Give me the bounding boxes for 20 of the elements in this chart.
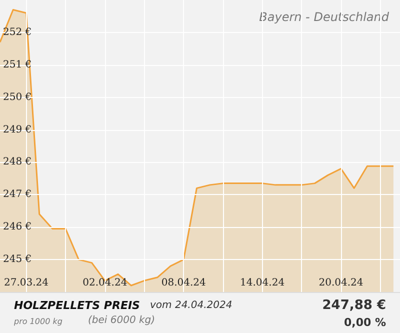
text: vom 24.04.2024: [150, 300, 232, 311]
x-tick-label: 27.03.24: [4, 278, 48, 288]
x-tick-label: 20.04.24: [318, 278, 364, 288]
text: pro 1000 kg: [14, 317, 62, 326]
text: HOLZPELLETS PREIS: [14, 299, 140, 312]
y-tick-label: 250 €: [3, 92, 32, 103]
text: Bayern - Deutschland: [259, 10, 390, 24]
text: 0,00 %: [344, 316, 386, 329]
y-tick-label: 249 €: [3, 124, 32, 136]
y-tick-label: 252 €: [3, 26, 32, 38]
y-tick-label: 246 €: [3, 222, 32, 233]
y-tick-label: 245 €: [3, 254, 32, 266]
text: 247,88 €: [322, 298, 386, 313]
y-tick-label: 248 €: [3, 156, 32, 168]
text: (bei 6000 kg): [88, 315, 156, 326]
y-tick-label: 247 €: [3, 189, 32, 200]
x-tick-label: 14.04.24: [240, 278, 285, 288]
x-tick-label: 08.04.24: [161, 278, 206, 288]
x-tick-label: 02.04.24: [82, 278, 128, 288]
y-tick-label: 251 €: [3, 59, 32, 70]
